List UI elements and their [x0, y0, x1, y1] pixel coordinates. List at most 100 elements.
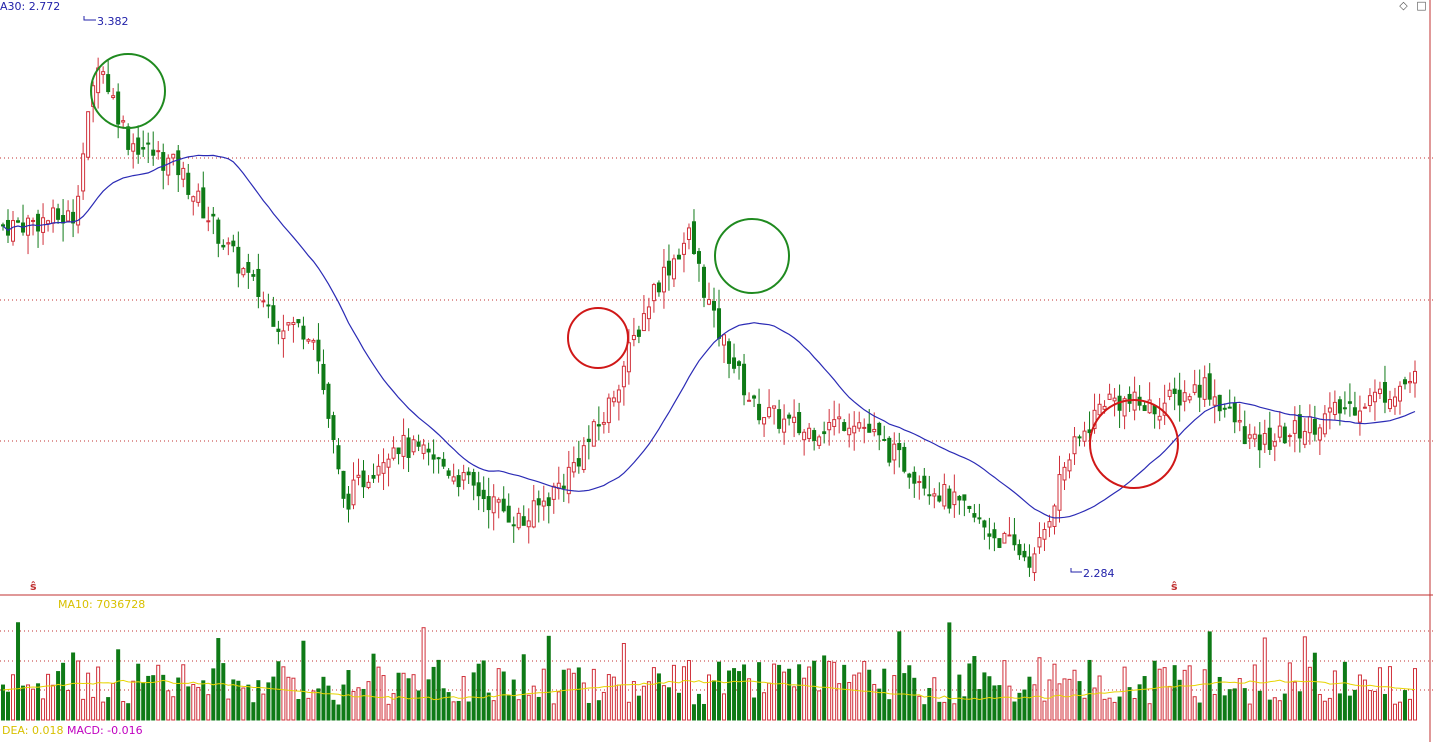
candle-body	[1092, 409, 1097, 430]
candle-body	[616, 389, 621, 403]
candle-body	[581, 445, 586, 471]
volume-bar	[261, 693, 266, 721]
volume-bar	[291, 677, 296, 721]
volume-bar	[116, 649, 121, 721]
candle-body	[356, 474, 361, 478]
candle-body	[777, 409, 782, 429]
candle-body	[1227, 406, 1232, 409]
candle-body	[792, 416, 797, 423]
volume-bar	[1227, 689, 1232, 721]
volume-bar	[136, 663, 141, 721]
candle-body	[626, 342, 631, 373]
candle-body	[456, 475, 461, 488]
volume-bar	[817, 690, 822, 721]
volume-bar	[1192, 696, 1197, 721]
volume-bar	[942, 701, 947, 721]
volume-bar	[691, 704, 696, 721]
diamond-icon[interactable]: ◇	[1399, 0, 1408, 12]
square-icon[interactable]: □	[1416, 0, 1427, 12]
dea-label: DEA: 0.018	[2, 724, 64, 737]
candle-body	[296, 319, 301, 324]
candle-body	[1022, 550, 1027, 558]
volume-bar	[676, 692, 681, 721]
candle-body	[86, 111, 91, 158]
candle-body	[71, 211, 76, 224]
volume-bar	[1142, 676, 1147, 721]
candle-body	[1277, 425, 1282, 438]
volume-bar	[206, 694, 211, 721]
volume-bar	[236, 680, 241, 721]
volume-bar	[141, 682, 146, 721]
candle-body	[1262, 433, 1267, 445]
candle-body	[1107, 393, 1112, 400]
volume-bar	[902, 673, 907, 721]
candle-body	[221, 244, 226, 248]
candle-body	[1362, 406, 1367, 409]
candle-body	[396, 447, 401, 455]
candle-body	[206, 220, 211, 223]
volume-bar	[421, 627, 426, 721]
candle-body	[196, 190, 201, 203]
volume-bar	[1272, 697, 1277, 721]
volume-bar	[41, 698, 46, 721]
signal-marker-1: ŝ	[30, 580, 37, 593]
candle-body	[386, 458, 391, 468]
volume-bar	[742, 664, 747, 721]
candle-body	[1372, 391, 1377, 403]
volume-bar	[641, 685, 646, 721]
volume-bar	[1132, 698, 1137, 721]
volume-bar	[256, 680, 261, 721]
volume-bar	[797, 664, 802, 721]
volume-bar	[967, 663, 972, 721]
volume-bar	[767, 682, 772, 721]
candle-body	[947, 488, 952, 509]
candle-body	[436, 457, 441, 460]
candle-body	[1402, 379, 1407, 385]
candle-body	[1052, 505, 1057, 527]
candle-body	[536, 498, 541, 506]
candle-body	[942, 483, 947, 507]
volume-bar	[1232, 688, 1237, 721]
candle-body	[246, 261, 251, 273]
candle-body	[1327, 407, 1332, 413]
volume-bar	[131, 680, 136, 721]
volume-bar	[1217, 676, 1222, 721]
volume-bar	[601, 691, 606, 721]
candle-body	[1297, 414, 1302, 439]
candle-body	[516, 512, 521, 529]
candle-body	[566, 466, 571, 495]
volume-bar	[656, 673, 661, 721]
candle-body	[1242, 426, 1247, 445]
candle-body	[977, 517, 982, 520]
candle-body	[256, 268, 261, 297]
volume-bar	[531, 685, 536, 721]
volume-bar	[306, 697, 311, 721]
candle-body	[141, 147, 146, 150]
candle-body	[1302, 430, 1307, 445]
candle-body	[331, 415, 336, 440]
candle-body	[1027, 556, 1032, 568]
volume-bar	[276, 661, 281, 721]
candle-body	[326, 383, 331, 419]
candle-body	[722, 334, 727, 346]
candle-body	[231, 240, 236, 247]
volume-bar	[576, 667, 581, 721]
candle-body	[266, 304, 271, 307]
candle-body	[1042, 529, 1047, 540]
volume-bar	[897, 631, 902, 721]
candle-body	[36, 213, 41, 232]
candle-body	[1237, 420, 1242, 423]
volume-ma-label: MA10: 7036728	[58, 598, 146, 611]
candle-body	[571, 462, 576, 473]
candle-body	[922, 475, 927, 489]
volume-bar	[977, 689, 982, 721]
candle-body	[837, 416, 842, 420]
candle-body	[681, 242, 686, 255]
volume-bar	[21, 685, 26, 721]
volume-bar	[51, 684, 56, 721]
volume-bar	[86, 672, 91, 721]
candle-body	[261, 300, 266, 303]
volume-bar	[386, 703, 391, 721]
candle-body	[696, 251, 701, 264]
